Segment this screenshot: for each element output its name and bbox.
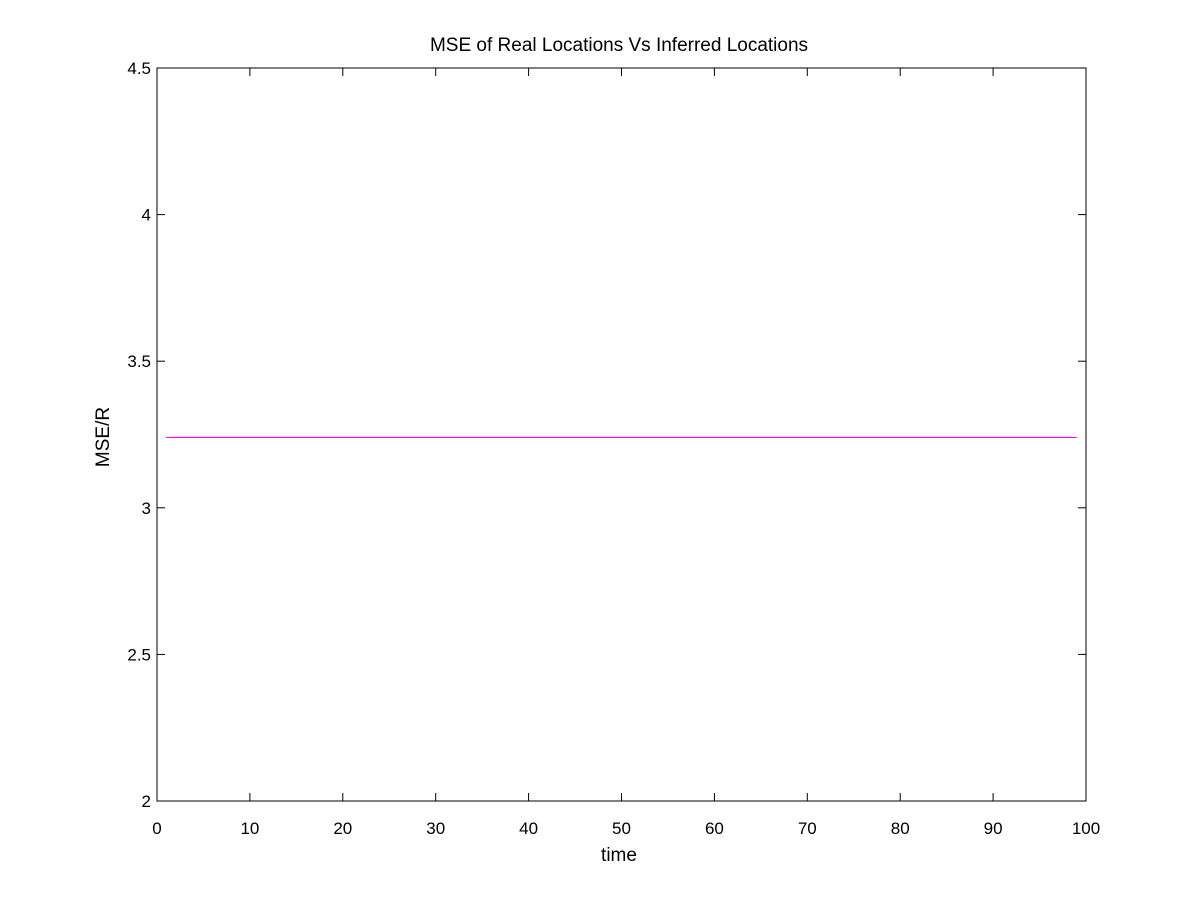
plot-area — [156, 67, 1087, 802]
axis-ticks — [156, 67, 1087, 802]
y-axis-label: MSE/R — [93, 407, 114, 467]
x-tick-label: 30 — [426, 819, 445, 838]
x-tick-label: 80 — [891, 819, 910, 838]
x-tick-label: 100 — [1072, 819, 1100, 838]
x-tick-label: 70 — [798, 819, 817, 838]
x-tick-label: 90 — [984, 819, 1003, 838]
y-tick-label: 4 — [142, 206, 151, 225]
x-tick-label: 40 — [519, 819, 538, 838]
y-tick-label: 4.5 — [127, 59, 151, 78]
y-tick-label: 2 — [142, 792, 151, 811]
y-tick-label: 3.5 — [127, 352, 151, 371]
x-tick-label: 60 — [705, 819, 724, 838]
y-tick-label: 3 — [142, 499, 151, 518]
x-tick-label: 50 — [612, 819, 631, 838]
y-tick-label: 2.5 — [127, 645, 151, 664]
x-tick-label: 0 — [152, 819, 161, 838]
x-tick-label: 20 — [333, 819, 352, 838]
x-tick-label: 10 — [240, 819, 259, 838]
x-axis-label: time — [601, 845, 637, 866]
chart-title: MSE of Real Locations Vs Inferred Locati… — [430, 35, 808, 56]
axis-tick-labels: 0 10 20 30 40 50 60 70 80 90 100 2 2.5 3 3.5 4 4.5 — [127, 59, 1100, 838]
